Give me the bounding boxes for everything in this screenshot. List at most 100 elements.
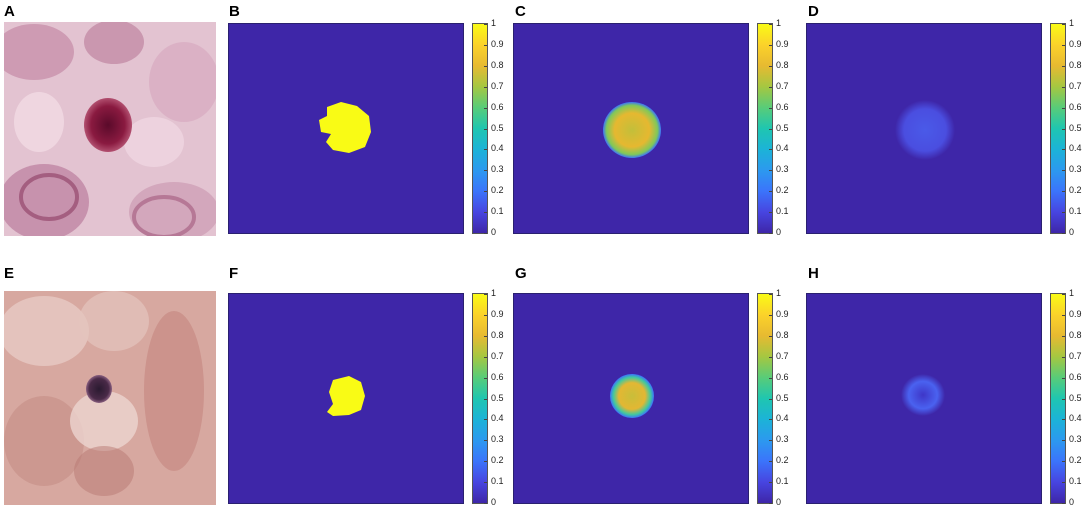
- colorbar-tick-mark: [769, 66, 772, 67]
- colorbar-tick-mark: [769, 294, 772, 295]
- colorbar-tick-label: 0.7: [491, 81, 504, 91]
- colorbar-tick-label: 0.3: [1069, 434, 1082, 444]
- panel-label-h: H: [808, 265, 819, 282]
- colorbar-g: [757, 293, 773, 504]
- colorbar-tick-mark: [1062, 191, 1065, 192]
- colorbar-tick-mark: [769, 419, 772, 420]
- colorbar-tick-label: 0: [776, 497, 782, 507]
- colorbar-tick-mark: [484, 45, 487, 46]
- histology-image-e: [4, 291, 216, 505]
- colorbar-tick-mark: [484, 315, 487, 316]
- colorbar-tick-label: 0.6: [776, 372, 789, 382]
- colorbar-tick-mark: [1062, 336, 1065, 337]
- colorbar-tick-mark: [769, 233, 772, 234]
- colorbar-tick-label: 0: [1069, 497, 1075, 507]
- colorbar-tick-mark: [769, 315, 772, 316]
- colorbar-tick-label: 0.4: [491, 143, 504, 153]
- colorbar-tick-mark: [1062, 233, 1065, 234]
- panel-label-c: C: [515, 3, 526, 20]
- colorbar-tick-mark: [769, 170, 772, 171]
- colorbar-b: [472, 23, 488, 234]
- colorbar-tick-mark: [484, 149, 487, 150]
- colorbar-tick-label: 0.9: [491, 309, 504, 319]
- colorbar-tick-label: 0.3: [776, 434, 789, 444]
- colorbar-tick-label: 0.4: [776, 413, 789, 423]
- panel-label-d: D: [808, 3, 819, 20]
- colorbar-tick-label: 0.2: [776, 455, 789, 465]
- colorbar-tick-label: 0.5: [776, 393, 789, 403]
- colorbar-tick-mark: [484, 233, 487, 234]
- colorbar-tick-mark: [1062, 87, 1065, 88]
- colorbar-tick-label: 0.6: [491, 372, 504, 382]
- colorbar-tick-label: 0.8: [491, 330, 504, 340]
- histology-image-a: [4, 22, 216, 236]
- colorbar-tick-mark: [484, 191, 487, 192]
- colorbar-tick-label: 0.7: [1069, 81, 1082, 91]
- colorbar-tick-label: 0.9: [1069, 309, 1082, 319]
- panel-label-a: A: [4, 3, 15, 20]
- colorbar-tick-label: 0.2: [776, 185, 789, 195]
- colorbar-tick-mark: [769, 129, 772, 130]
- colorbar-tick-label: 0.3: [776, 164, 789, 174]
- uncertainty-map-d: [806, 23, 1042, 234]
- panel-label-e: E: [4, 265, 15, 282]
- colorbar-tick-label: 0.6: [1069, 372, 1082, 382]
- colorbar-tick-mark: [484, 129, 487, 130]
- colorbar-tick-label: 0.1: [1069, 476, 1082, 486]
- colorbar-tick-label: 0.1: [776, 206, 789, 216]
- colorbar-tick-mark: [769, 45, 772, 46]
- colorbar-tick-label: 0.6: [1069, 102, 1082, 112]
- colorbar-tick-label: 0.2: [1069, 455, 1082, 465]
- colorbar-tick-label: 0.2: [491, 185, 504, 195]
- colorbar-tick-label: 1: [1069, 18, 1075, 28]
- colorbar-tick-mark: [484, 461, 487, 462]
- colorbar-tick-label: 0: [491, 227, 497, 237]
- colorbar-tick-label: 0.5: [1069, 123, 1082, 133]
- colorbar-tick-mark: [1062, 503, 1065, 504]
- colorbar-tick-mark: [769, 336, 772, 337]
- colorbar-tick-label: 0.9: [1069, 39, 1082, 49]
- colorbar-tick-mark: [769, 440, 772, 441]
- colorbar-tick-label: 0.9: [776, 309, 789, 319]
- colorbar-tick-label: 0.8: [491, 60, 504, 70]
- colorbar-tick-label: 0.7: [776, 351, 789, 361]
- colorbar-tick-mark: [1062, 419, 1065, 420]
- colorbar-tick-label: 0.6: [491, 102, 504, 112]
- colorbar-tick-mark: [769, 461, 772, 462]
- colorbar-tick-label: 0.8: [776, 60, 789, 70]
- colorbar-tick-label: 0.1: [776, 476, 789, 486]
- colorbar-tick-mark: [769, 108, 772, 109]
- colorbar-tick-label: 0.4: [1069, 413, 1082, 423]
- colorbar-tick-label: 0.9: [776, 39, 789, 49]
- colorbar-tick-mark: [769, 87, 772, 88]
- colorbar-tick-label: 0.4: [1069, 143, 1082, 153]
- colorbar-d: [1050, 23, 1066, 234]
- colorbar-tick-mark: [484, 108, 487, 109]
- colorbar-tick-label: 0.7: [491, 351, 504, 361]
- colorbar-tick-mark: [484, 399, 487, 400]
- colorbar-tick-mark: [1062, 461, 1065, 462]
- prediction-map-g: [513, 293, 749, 504]
- colorbar-tick-label: 0: [491, 497, 497, 507]
- colorbar-tick-label: 0.7: [1069, 351, 1082, 361]
- colorbar-f: [472, 293, 488, 504]
- colorbar-tick-mark: [1062, 357, 1065, 358]
- colorbar-tick-label: 0.5: [1069, 393, 1082, 403]
- colorbar-tick-mark: [769, 149, 772, 150]
- colorbar-tick-label: 0.8: [1069, 330, 1082, 340]
- colorbar-tick-label: 0.3: [491, 164, 504, 174]
- colorbar-tick-mark: [769, 399, 772, 400]
- colorbar-tick-label: 1: [776, 288, 782, 298]
- colorbar-tick-label: 0.5: [776, 123, 789, 133]
- colorbar-tick-mark: [484, 170, 487, 171]
- colorbar-tick-mark: [1062, 212, 1065, 213]
- colorbar-tick-mark: [769, 24, 772, 25]
- colorbar-tick-label: 0.4: [491, 413, 504, 423]
- colorbar-tick-mark: [1062, 315, 1065, 316]
- colorbar-tick-mark: [484, 440, 487, 441]
- colorbar-tick-label: 0.5: [491, 123, 504, 133]
- colorbar-tick-mark: [769, 191, 772, 192]
- panel-label-g: G: [515, 265, 527, 282]
- colorbar-tick-mark: [484, 378, 487, 379]
- colorbar-tick-label: 0.1: [491, 476, 504, 486]
